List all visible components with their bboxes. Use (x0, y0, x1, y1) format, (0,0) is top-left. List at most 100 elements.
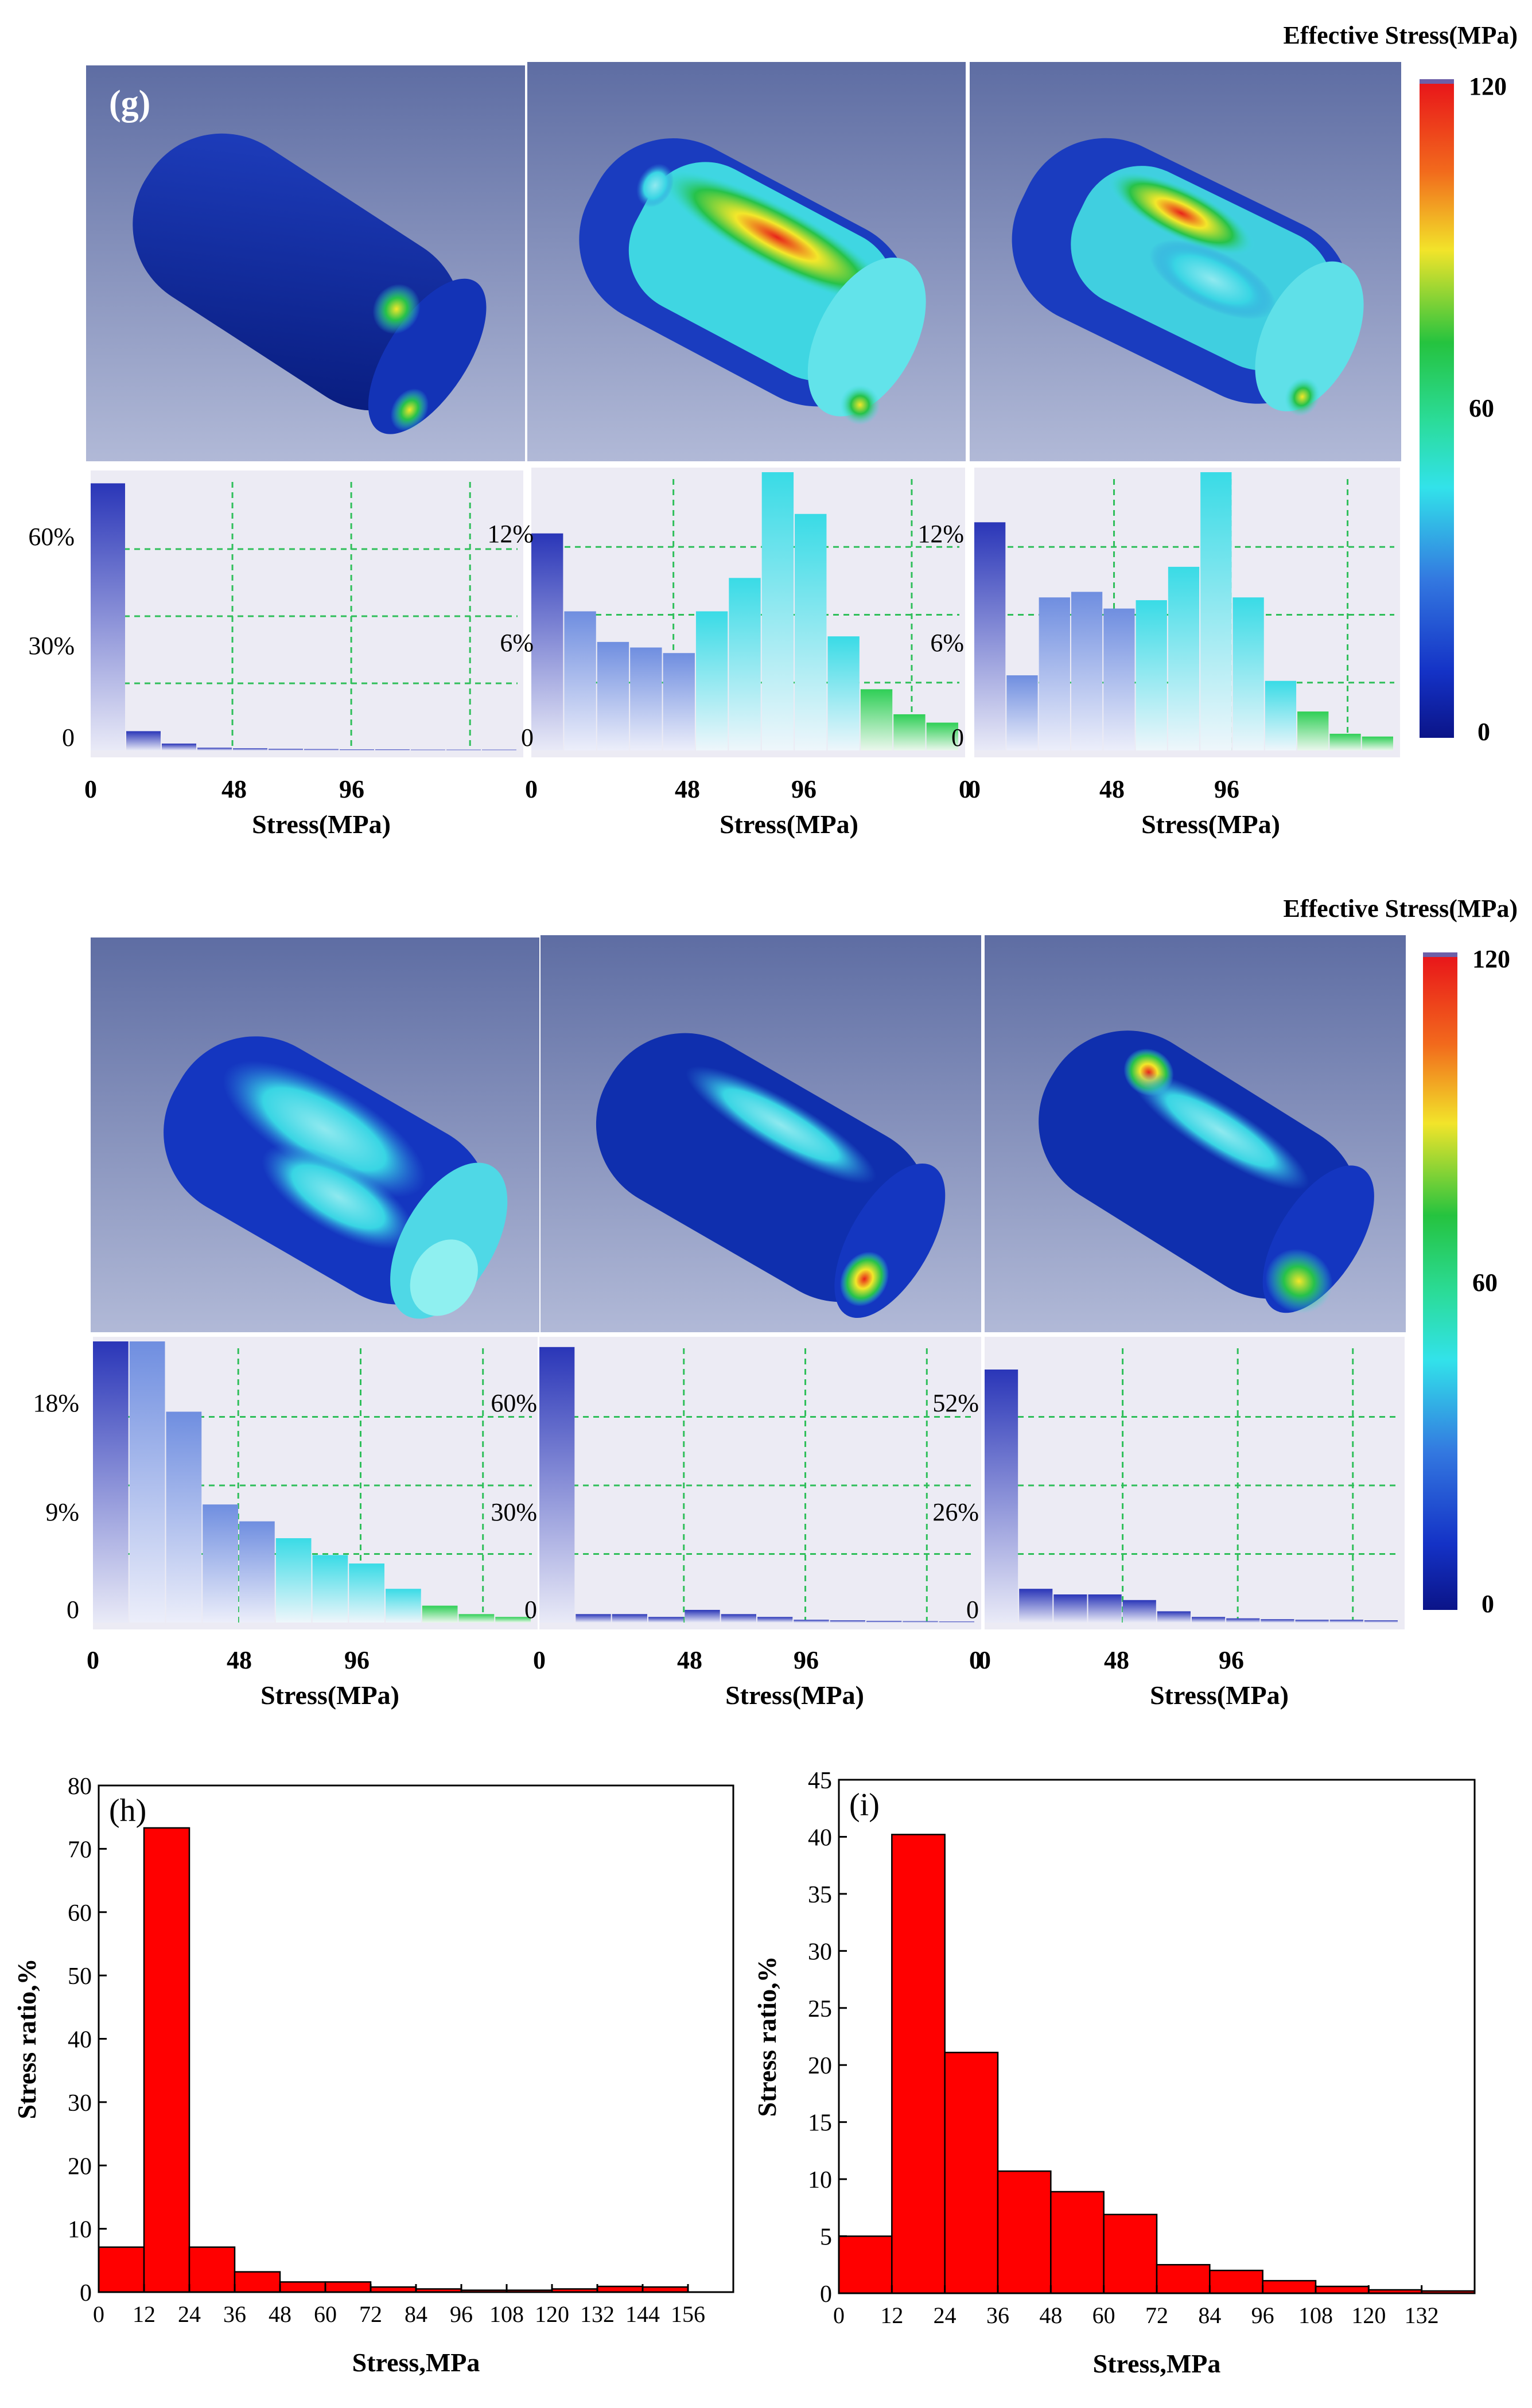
sim-histogram-bar (203, 1504, 238, 1623)
sim-histogram-x-tick: 96 (344, 1646, 370, 1674)
sim-histogram-bar (375, 749, 410, 750)
sim-histogram-x-tick: 0 (968, 775, 981, 803)
sim-histogram-y-tick: 0 (62, 723, 75, 752)
sim-histogram-bar (1122, 1600, 1156, 1623)
sim-histogram-bar (1053, 1594, 1087, 1623)
sim-histogram-2: 12% 6% 0 0 48 96 Stress(MPa) (487, 468, 965, 839)
sim-histogram-y-tick: 18% (33, 1389, 79, 1417)
x-tick-label: 60 (1092, 2302, 1115, 2328)
colorbar-bottom-cap (1423, 952, 1457, 957)
sim-histogram-bar (721, 1614, 756, 1623)
sim-histogram-y-tick: 9% (45, 1498, 79, 1526)
y-tick-label: 15 (808, 2110, 832, 2137)
sim-histogram-x-tick: 96 (791, 775, 816, 803)
sim-histogram-bar (1103, 608, 1135, 750)
bar (98, 2246, 145, 2293)
x-tick-label: 0 (833, 2302, 845, 2328)
sim-histogram-1: 60% 30% 00 48 96 Stress(MPa) (28, 470, 523, 839)
sim-histogram-x-tick: 96 (794, 1646, 819, 1674)
y-axis-label: Stress ratio,% (752, 1956, 781, 2117)
sim-histogram-bar (1265, 680, 1297, 750)
sim-histogram-x-tick: 48 (677, 1646, 702, 1674)
sim-histogram-y-tick: 0 (521, 723, 534, 752)
cylinder-render-2 (579, 138, 926, 425)
colorbar-bottom-max: 120 (1472, 945, 1510, 973)
sim-histogram-panel (91, 470, 523, 757)
x-axis-label: Stress,MPa (352, 2348, 480, 2377)
cylinder-render-1 (133, 133, 487, 434)
x-tick-label: 96 (1251, 2302, 1274, 2328)
x-tick-label: 36 (223, 2301, 246, 2327)
bar (1262, 2279, 1317, 2294)
y-tick-label: 5 (820, 2224, 832, 2251)
sim-histogram-x-tick: 48 (227, 1646, 252, 1674)
y-tick-label: 40 (808, 1825, 832, 1851)
sim-histogram-bar (93, 1341, 129, 1623)
sim-histogram-4: 18% 9% 00 48 96 Stress(MPa) (33, 1337, 538, 1710)
y-tick-label: 45 (808, 1768, 832, 1794)
x-axis-label: Stress,MPa (1093, 2349, 1221, 2378)
x-tick-label: 156 (671, 2301, 705, 2327)
sim-histogram-bar (630, 647, 662, 750)
y-tick-label: 35 (808, 1882, 832, 1908)
colorbar-title-bottom: Effective Stress(MPa) (1284, 894, 1518, 923)
sim-histogram-bar (903, 1621, 938, 1623)
sim-histogram-bar (458, 1614, 495, 1623)
sim-histogram-bar (1329, 1620, 1363, 1623)
sim-histogram-x-tick: 48 (221, 775, 247, 803)
bar (234, 2271, 281, 2293)
sim-histogram-x-tick: 0 (533, 1646, 546, 1674)
colorbar-bottom (1423, 952, 1457, 1610)
sim-histogram-y-tick: 30% (491, 1498, 537, 1526)
sim-histogram-bar (269, 749, 303, 750)
cylinder-render-3 (1012, 138, 1364, 417)
y-tick-label: 10 (68, 2217, 92, 2243)
sim-histogram-bar (1071, 592, 1103, 750)
panel-label: (h) (109, 1793, 146, 1829)
bar (143, 1827, 190, 2293)
bar (188, 2246, 236, 2293)
sim-histogram-panel (985, 1337, 1405, 1629)
y-tick-label: 50 (68, 1963, 92, 1990)
sim-histogram-x-tick: 48 (1104, 1646, 1129, 1674)
sim-histogram-bar (597, 641, 629, 750)
sim-histogram-bar (612, 1614, 647, 1623)
sim-histogram-x-tick: 0 (87, 1646, 99, 1674)
y-tick-label: 60 (68, 1900, 92, 1927)
bar (944, 2052, 999, 2294)
y-tick-label: 25 (808, 1996, 832, 2022)
sim-histogram-bar (827, 636, 860, 750)
sim-histogram-bar (860, 689, 893, 750)
y-axis-label: Stress ratio,% (12, 1958, 41, 2119)
y-tick-label: 30 (68, 2090, 92, 2117)
sim-histogram-bar (386, 1589, 421, 1623)
x-tick-label: 36 (986, 2302, 1009, 2328)
sim-histogram-bar (422, 1605, 458, 1623)
sim-histogram-bar (939, 1621, 974, 1623)
sim-histogram-y-tick: 52% (932, 1389, 979, 1417)
x-tick-label: 48 (269, 2301, 291, 2327)
bar (891, 1834, 946, 2294)
x-tick-label: 120 (1351, 2302, 1386, 2328)
x-tick-label: 72 (1145, 2302, 1168, 2328)
sim-histogram-bar (1019, 1589, 1053, 1623)
sim-histogram-bar (1168, 566, 1200, 750)
x-tick-label: 24 (934, 2302, 956, 2328)
y-tick-label: 0 (820, 2281, 832, 2308)
sim-histogram-bar (1136, 600, 1167, 750)
sim-histogram-y-tick: 0 (67, 1596, 79, 1624)
sim-histogram-y-tick: 0 (951, 723, 964, 752)
sim-histogram-x-tick: 48 (675, 775, 700, 803)
sim-histogram-bar (1039, 597, 1070, 750)
x-tick-label: 108 (489, 2301, 524, 2327)
sim-histogram-bar (1364, 1620, 1398, 1623)
colorbar-top-cap (1420, 79, 1454, 84)
sim-histogram-bar (685, 1609, 720, 1623)
sim-histogram-x-label: Stress(MPa) (260, 1680, 399, 1710)
x-tick-label: 12 (133, 2301, 155, 2327)
cylinder-render-5 (596, 1033, 946, 1318)
sim-histogram-x-label: Stress(MPa) (252, 810, 391, 839)
